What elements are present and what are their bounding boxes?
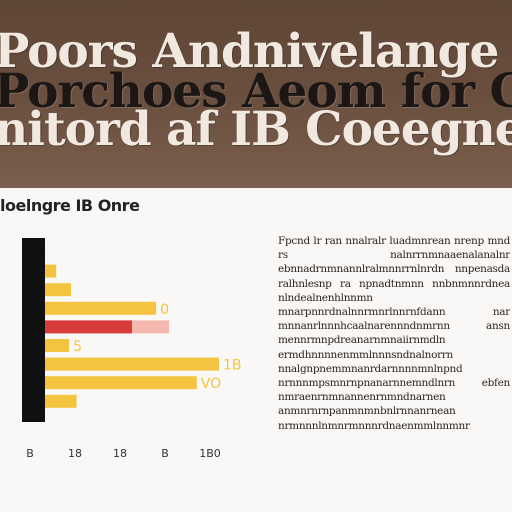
description-paragraph: Fpcnd lr ran nnalralr luadmnrean nrenp m… [278, 235, 510, 432]
y-axis-strip [22, 238, 45, 422]
bar-4 [34, 301, 157, 315]
title-line-1: Poors Andnivelange is Pere [0, 24, 512, 79]
bar-5-remainder [132, 320, 170, 334]
bars-group [34, 246, 219, 408]
data-label-1: 0 [160, 302, 169, 318]
content-panel [0, 188, 512, 512]
data-label-4: VO [201, 376, 221, 392]
title-line-2: Porchoes Aeom for Crlndcler [0, 64, 512, 119]
bar-5 [34, 320, 133, 334]
x-tick-label-3: 18 [113, 447, 127, 460]
chart-title: loelngre IB Onre [0, 196, 140, 215]
x-tick-label-1: B [26, 447, 34, 460]
x-tick-label-2: 18 [68, 447, 82, 460]
title-line-3: nitord af IB Coeegnetine As [0, 102, 512, 157]
x-tick-label-4: B [161, 447, 169, 460]
title-banner: Poors Andnivelange is Pere Porchoes Aeom… [0, 0, 512, 188]
bar-8 [34, 376, 197, 390]
bar-7 [34, 357, 219, 371]
x-tick-label-5: 1B0 [199, 447, 221, 460]
data-label-2: 5 [73, 339, 82, 355]
data-label-3: 1B [223, 358, 242, 374]
tick-labels-group: B 18 18 B 1B0 [26, 447, 221, 460]
